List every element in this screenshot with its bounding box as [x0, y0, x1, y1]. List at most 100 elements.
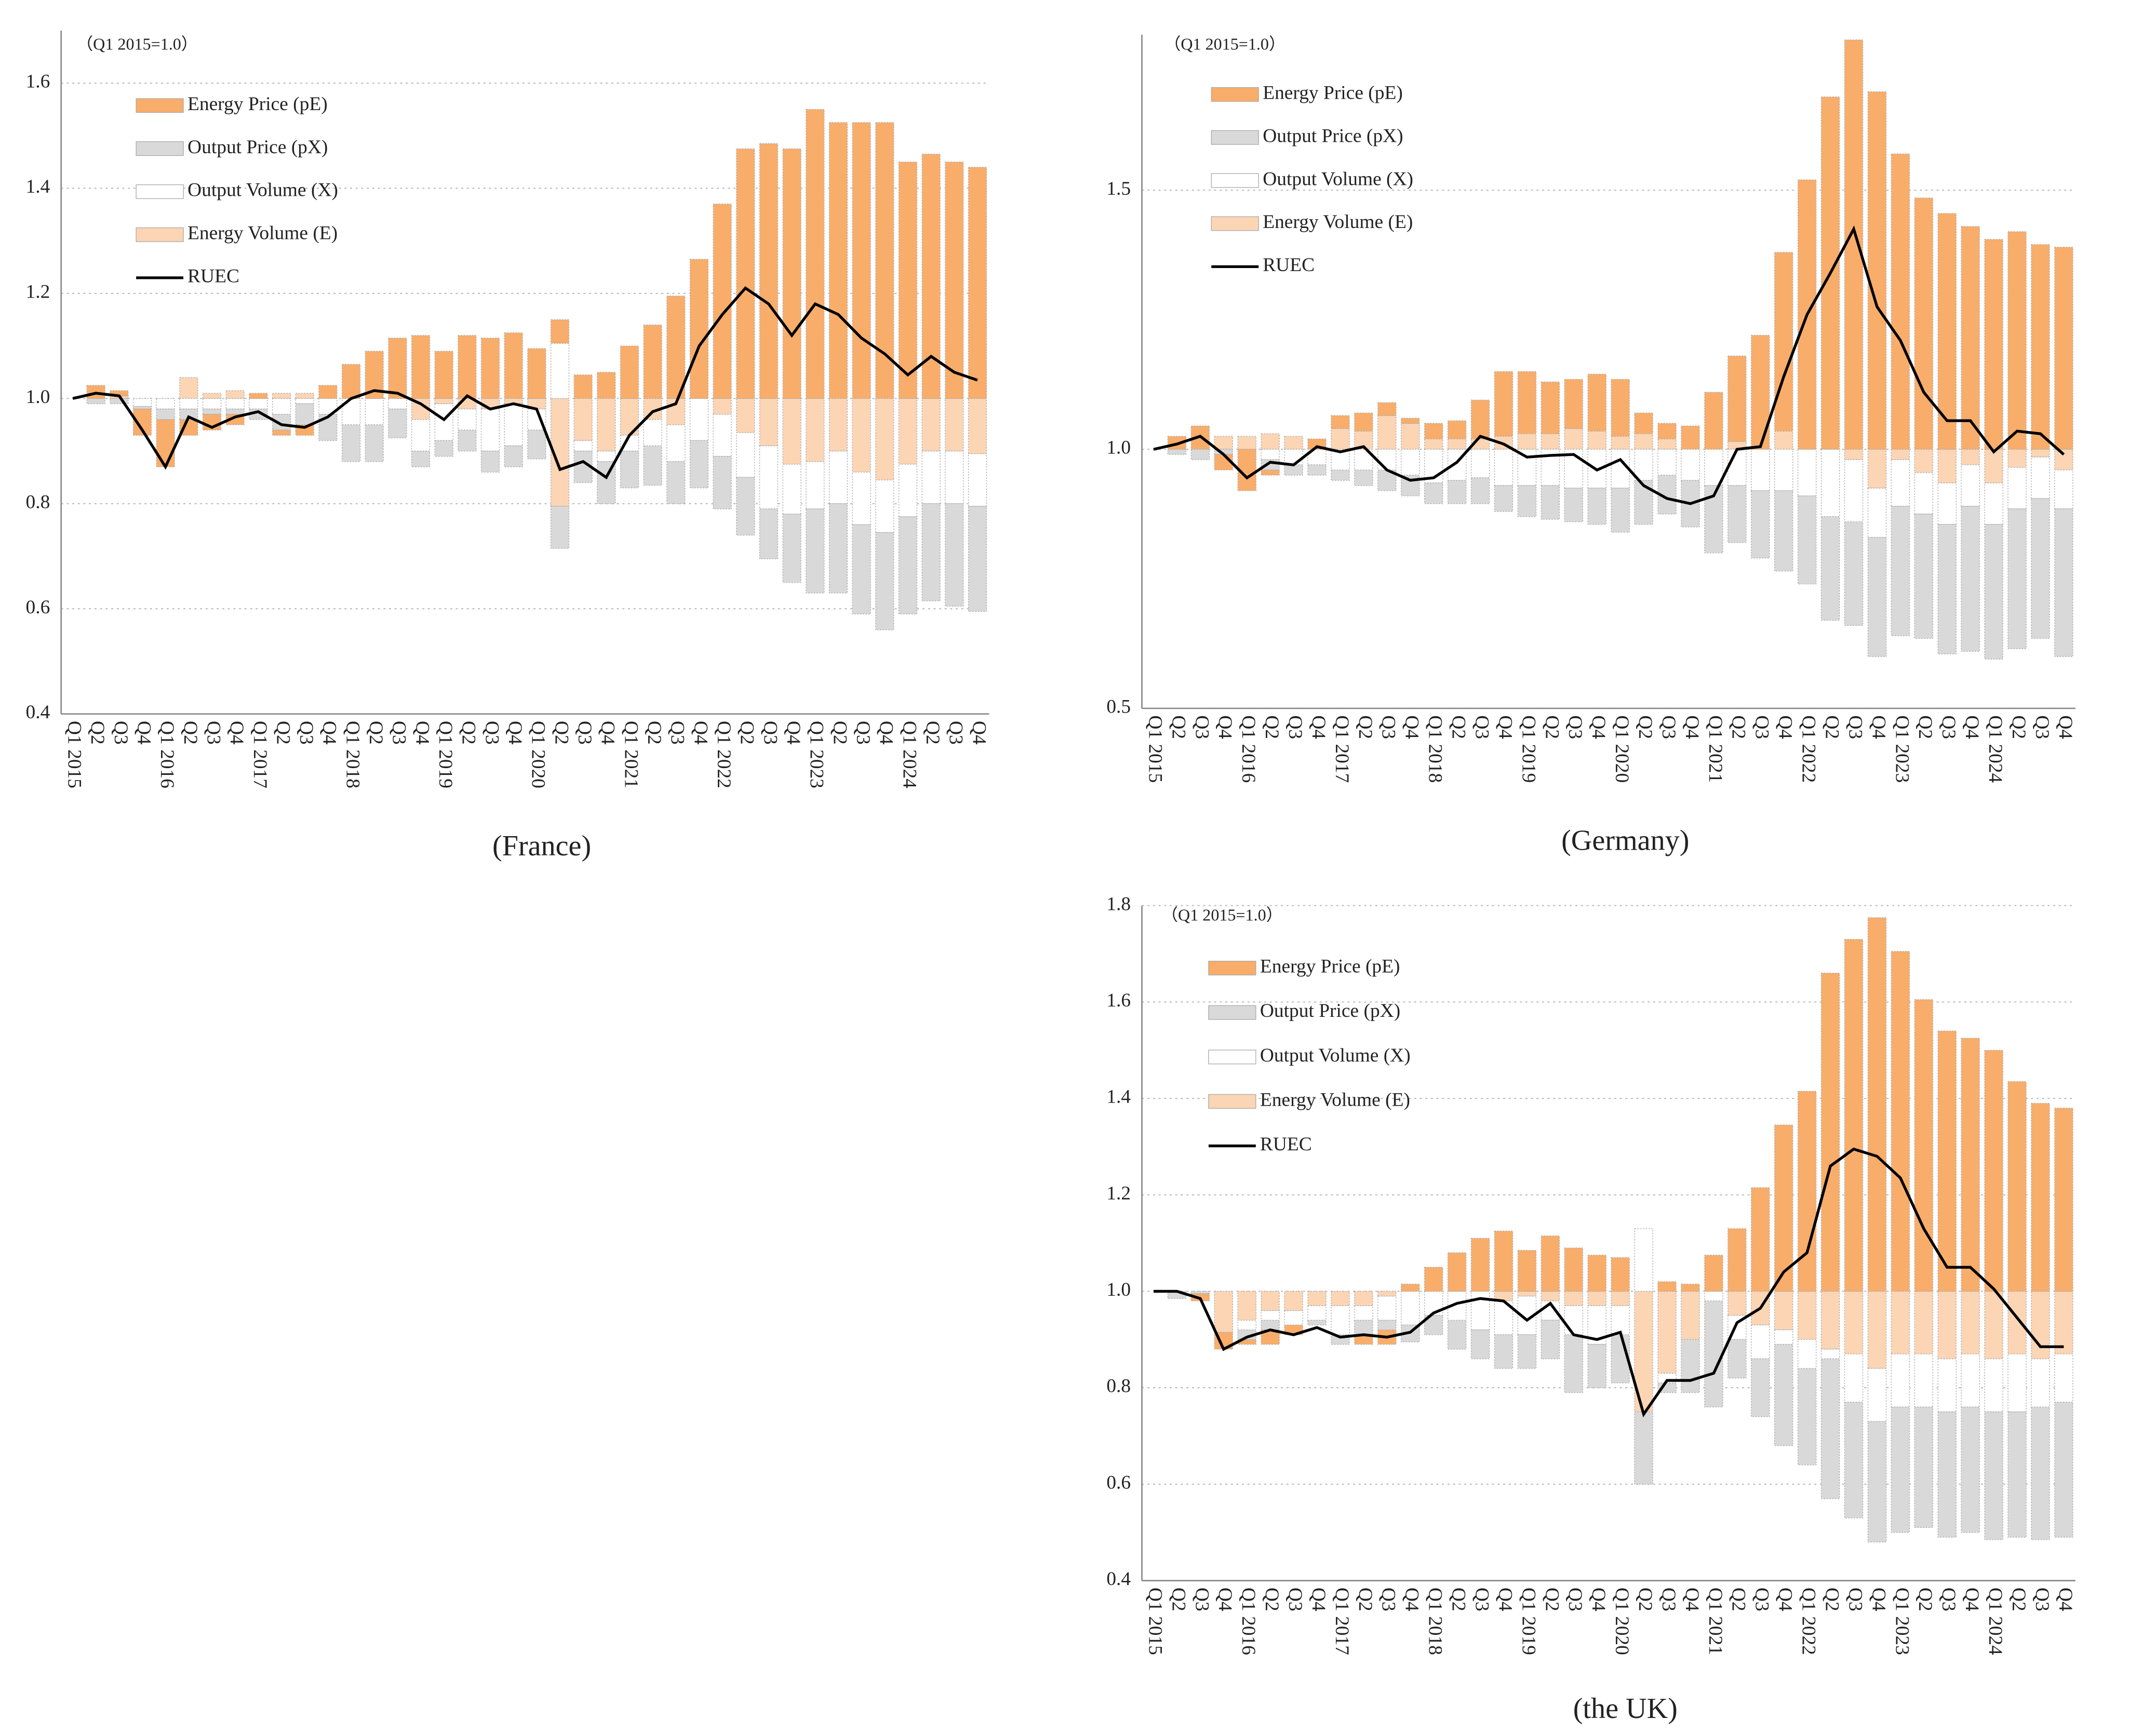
bar-segment: [828, 122, 848, 399]
x-tick-label: Q3: [1564, 715, 1586, 739]
bar-segment: [573, 374, 593, 399]
x-tick-label: Q1 2021: [620, 721, 641, 788]
x-tick-label: Q3: [296, 721, 317, 745]
y-tick-label: 0.8: [25, 491, 50, 513]
bar-segment: [1634, 449, 1653, 481]
bar-segment: [1914, 1353, 1933, 1407]
bar-segment: [1844, 1353, 1864, 1403]
bar-segment: [1470, 477, 1490, 504]
bar-segment: [1237, 436, 1256, 450]
x-tick-label: Q2: [644, 721, 665, 745]
bar-segment: [411, 419, 431, 452]
unit-note: （Q1 2015=1.0）: [76, 35, 198, 53]
bar-segment: [1891, 449, 1910, 460]
x-tick-label: Q1 2016: [1238, 715, 1259, 783]
bar-segment: [1704, 1291, 1723, 1301]
bar-segment: [1867, 449, 1887, 489]
x-tick-label: Q4: [2055, 715, 2076, 739]
x-tick-label: Q2: [1821, 715, 1842, 739]
bar-segment: [1681, 1283, 1700, 1292]
x-tick-label: Q4: [1775, 1588, 1796, 1612]
bar-segment: [272, 393, 291, 399]
x-tick-label: Q3: [1751, 1588, 1773, 1612]
bar-segment: [2031, 457, 2050, 499]
bar-segment: [341, 364, 361, 399]
bar-segment: [1634, 1411, 1653, 1485]
bar-segment: [1961, 1353, 1980, 1407]
bar-segment: [1354, 412, 1373, 432]
bar-segment: [806, 398, 825, 462]
x-tick-label: Q1 2018: [1425, 715, 1446, 783]
x-tick-label: Q1 2024: [1985, 1588, 2006, 1655]
bar-segment: [1447, 438, 1467, 450]
bar-segment: [458, 408, 477, 431]
bar-segment: [1728, 1228, 1747, 1292]
x-tick-label: Q3: [1844, 1588, 1866, 1612]
bar-segment: [1867, 1368, 1887, 1422]
bar-segment: [1751, 334, 1770, 450]
bar-segment: [1564, 488, 1583, 522]
bar-segment: [1984, 239, 2003, 450]
bar-segment: [1728, 1339, 1747, 1379]
x-tick-label: Q4: [1681, 1588, 1703, 1612]
bar-segment: [1820, 516, 1840, 621]
bar-segment: [295, 403, 314, 425]
bar-segment: [1891, 153, 1910, 450]
bar-segment: [110, 398, 129, 405]
bar-segment: [1751, 1358, 1770, 1417]
x-tick-label: Q3: [1471, 715, 1492, 739]
bar-segment: [1494, 1230, 1514, 1292]
bar-segment: [1354, 1305, 1373, 1321]
bar-segment: [365, 398, 384, 425]
bar-segment: [272, 429, 291, 436]
bar-segment: [1728, 485, 1747, 543]
bar-segment: [1354, 1320, 1373, 1335]
bar-segment: [1867, 488, 1887, 538]
bar-segment: [1728, 355, 1747, 442]
bar-segment: [713, 398, 732, 415]
bar-segment: [1611, 488, 1630, 533]
bar-segment: [1984, 524, 2003, 660]
bar-segment: [1844, 449, 1864, 460]
bar-segment: [156, 419, 175, 467]
bar-segment: [132, 406, 152, 410]
x-tick-label: Q3: [481, 721, 502, 745]
x-tick-label: Q2: [1635, 1588, 1656, 1612]
bar-segment: [1774, 252, 1793, 432]
bar-segment: [2054, 1402, 2073, 1538]
bar-segment: [1517, 485, 1537, 517]
bar-segment: [411, 450, 431, 467]
x-tick-label: Q2: [1168, 1588, 1189, 1612]
bar-segment: [1728, 449, 1747, 486]
x-tick-label: Q3: [110, 721, 131, 745]
bar-segment: [1284, 436, 1303, 450]
legend-swatch: [1211, 216, 1259, 231]
x-tick-label: Q2: [272, 721, 293, 745]
bar-segment: [736, 432, 755, 478]
bar-segment: [295, 398, 314, 405]
x-tick-label: Q4: [1494, 715, 1516, 739]
bar-segment: [434, 440, 453, 457]
legend-label: Output Volume (X): [1263, 168, 1413, 190]
x-tick-label: Q1 2020: [528, 721, 549, 788]
x-tick-label: Q3: [1191, 1588, 1212, 1612]
bar-segment: [643, 419, 662, 447]
ruec-line: [1153, 1147, 2064, 1418]
bar-segment: [828, 450, 848, 504]
x-tick-label: Q2: [1914, 1588, 1936, 1612]
x-tick-label: Q2: [1355, 1588, 1376, 1612]
bar-segment: [666, 424, 686, 462]
x-tick-label: Q1 2022: [1798, 1588, 1819, 1655]
bar-segment: [1914, 472, 1933, 515]
bar-segment: [1587, 1255, 1606, 1292]
bar-segment: [1704, 449, 1723, 486]
x-tick-label: Q1 2017: [1331, 715, 1352, 783]
bar-segment: [921, 503, 941, 601]
bar-segment: [1634, 1228, 1653, 1292]
x-tick-label: Q2: [365, 721, 386, 745]
legend-label: Energy Price (pE): [188, 93, 328, 115]
bar-segment: [1424, 438, 1443, 450]
y-tick-label: 1.8: [1106, 893, 1131, 915]
bar-segment: [2007, 231, 2027, 450]
bar-segment: [1820, 1291, 1840, 1350]
